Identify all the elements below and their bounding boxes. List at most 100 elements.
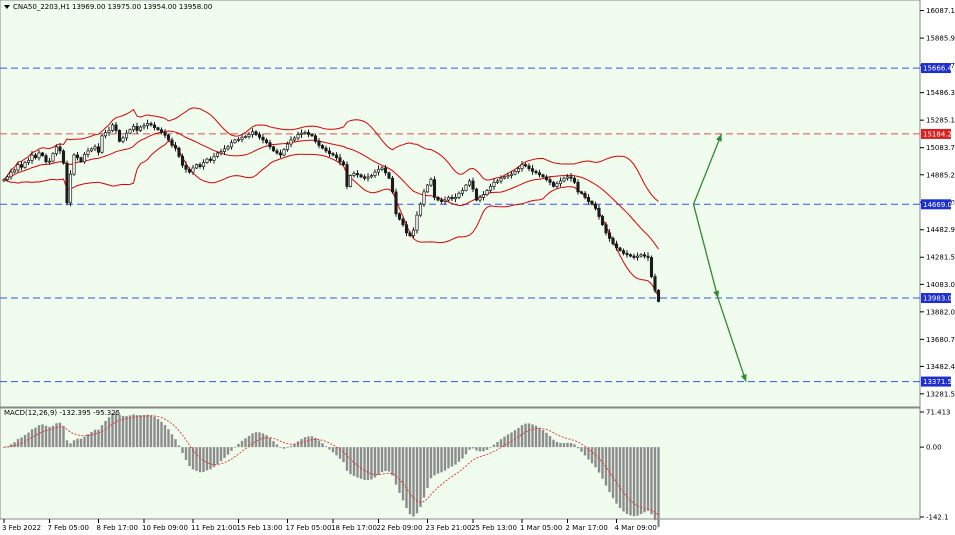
candle-body [82,153,87,163]
candle [268,139,272,150]
candle [324,145,328,154]
macd-bar [555,441,559,448]
macd-bar [377,447,380,475]
candle [317,138,321,149]
macd-bar [450,447,454,467]
candle-body [334,154,339,159]
candle-body [75,154,80,159]
candle-body [268,142,272,148]
level-label: 13371.51 [923,378,955,386]
candle [334,152,339,161]
macd-bar [401,447,405,501]
candle-body [408,232,412,236]
macd-bar [352,447,356,476]
candle [656,289,661,303]
macd-bar [282,447,286,449]
macd-bar [181,447,184,453]
candle-body [107,130,111,133]
candle-body [495,180,500,183]
price-axis: 16087.1515885.9515686.7515486.3015285.10… [920,7,955,398]
candle-body [373,171,377,176]
price-pane[interactable] [0,0,921,408]
projection-arrow-0 [692,133,723,205]
candle-body [534,171,538,174]
candle-body [464,184,468,191]
candle-body [12,169,17,173]
macd-bar [422,447,426,498]
macd-bar [632,447,636,517]
candle-body [628,254,633,257]
candle-body [607,232,612,239]
macd-bar [163,425,167,448]
candle-body [579,191,584,194]
candle-body [471,180,475,190]
time-tick-label: 4 Mar 09:00 [615,524,657,532]
candle-body [198,164,202,167]
candle-body [352,173,356,176]
candle-body [590,201,594,205]
candle-body [166,134,171,141]
macd-bar [349,447,352,475]
macd-bar [545,432,548,448]
macd-bar [622,447,625,512]
candle [198,162,202,169]
candle-body [478,197,482,201]
candle-body [506,175,510,178]
candle-body [562,177,566,182]
candle-body [541,174,545,178]
macd-bar [121,415,125,448]
candle-body [163,132,167,136]
candle [474,187,479,202]
candle-body [555,183,559,187]
candle [107,126,111,136]
level-label-bg [921,293,951,304]
candle [607,229,612,242]
candle [467,178,472,188]
price-tick-label: 13281.55 [926,390,955,398]
macd-bar [541,430,545,448]
macd-bar [548,435,552,448]
candle-body [481,194,486,198]
candle [537,169,542,178]
macd-bar [576,447,580,449]
candle [306,129,311,138]
macd-bar [471,447,475,449]
macd-bar [335,447,338,456]
macd-bar [363,447,366,480]
price-tick-label: 13482.45 [926,363,955,371]
candle [243,135,248,139]
macd-tick-label: 71.413 [926,409,951,417]
candle-body [149,123,153,126]
candle-body [604,224,608,234]
candle [425,183,430,193]
candle-body [394,191,398,215]
projection-arrows [692,133,747,382]
candle-body [443,199,447,202]
symbol-dropdown-icon[interactable] [4,5,10,9]
candle [481,191,486,201]
macd-bar [580,447,583,452]
macd-bar [412,447,415,517]
candle [12,168,17,174]
time-tick-label: 22 Feb 09:00 [377,524,423,532]
candle-body [439,199,444,202]
candle-body [355,173,360,176]
macd-bar [636,447,639,516]
candle [369,173,374,179]
candle [292,136,297,142]
macd-bar [188,447,191,467]
price-tick-label: 14083.00 [926,281,955,289]
macd-axis: 71.413 0.00 -142.1 [920,409,951,522]
candle-body [488,186,493,191]
candle-body [453,197,458,200]
projection-arrow-1 [692,204,720,299]
macd-bar [37,425,41,448]
macd-bar [170,434,174,448]
macd-bar [415,447,419,514]
macd-bar [573,444,576,448]
candle-body [611,237,615,245]
candle [282,148,286,157]
candle-body [509,173,514,176]
candle [460,187,465,196]
